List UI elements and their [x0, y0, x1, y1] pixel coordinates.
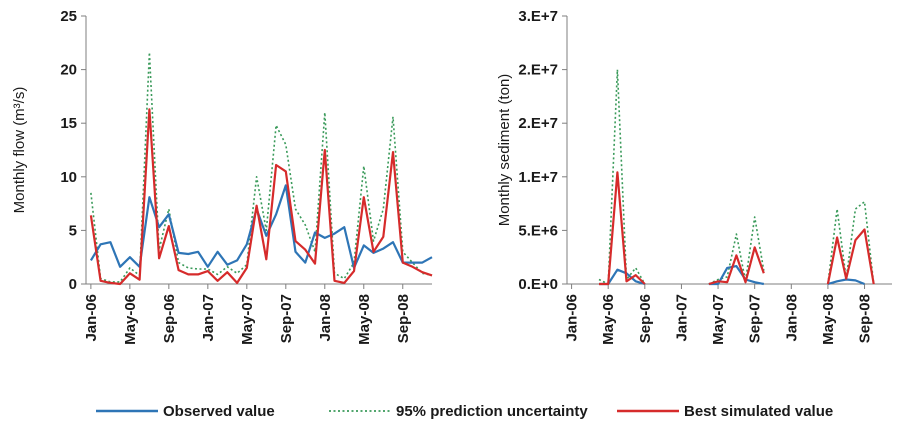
- sediment-chart-panel: 0.E+0 5.E+6 1.E+7 2.E+7 2.E+7 3.E+7 Jan-06 May-…: [496, 8, 892, 345]
- y-tick-label: 3.E+7: [518, 8, 558, 25]
- series-line: [89, 184, 433, 269]
- series-line: [90, 51, 433, 283]
- flow-chart-panel: 0 5 10 15 20 25 Jan-06 May-06 Sep-06 Jan-07 May-07…: [11, 8, 433, 345]
- legend: Observed value 95% prediction uncertainty…: [96, 403, 833, 420]
- y-tick-label: 25: [60, 8, 77, 25]
- x-tick-label: Sep-08: [395, 294, 412, 343]
- x-tick-label: Sep-07: [278, 294, 295, 343]
- y-tick-label: 10: [60, 169, 77, 186]
- series-line: [89, 108, 433, 286]
- y-tick-label: 2.E+7: [518, 62, 558, 79]
- x-tick-label: May-06: [122, 294, 139, 345]
- x-tick-label: Sep-07: [747, 294, 764, 343]
- series-line: [598, 68, 875, 285]
- x-tick-label: Jan-08: [317, 294, 334, 342]
- legend-label: Best simulated value: [684, 403, 833, 420]
- x-tick-label: Jan-07: [673, 294, 690, 342]
- y-axis-label: Monthly sediment (ton): [496, 74, 513, 227]
- x-tick-label: May-08: [820, 294, 837, 345]
- x-tick-label: May-07: [710, 294, 727, 345]
- x-tick-label: May-06: [600, 294, 617, 345]
- x-tick-label: Jan-08: [783, 294, 800, 342]
- x-tick-label: Jan-06: [83, 294, 100, 342]
- legend-label: Observed value: [163, 403, 275, 420]
- y-tick-label: 20: [60, 62, 77, 79]
- series-line: [599, 171, 875, 286]
- x-tick-label: Sep-06: [637, 294, 654, 343]
- y-tick-label: 5.E+6: [518, 222, 558, 239]
- y-axis-label: Monthly flow (m³/s): [11, 87, 28, 214]
- x-tick-label: May-07: [239, 294, 256, 345]
- y-tick-label: 5: [69, 222, 77, 239]
- y-tick-label: 15: [60, 115, 77, 132]
- x-tick-label: Sep-06: [161, 294, 178, 343]
- x-tick-label: Jan-07: [200, 294, 217, 342]
- legend-label: 95% prediction uncertainty: [396, 403, 588, 420]
- x-tick-label: May-08: [356, 294, 373, 345]
- y-tick-label: 0: [69, 276, 77, 293]
- y-tick-label: 0.E+0: [518, 276, 558, 293]
- x-tick-label: Sep-08: [857, 294, 874, 343]
- y-tick-label: 2.E+7: [518, 115, 558, 132]
- y-tick-label: 1.E+7: [518, 169, 558, 186]
- x-tick-label: Jan-06: [564, 294, 581, 342]
